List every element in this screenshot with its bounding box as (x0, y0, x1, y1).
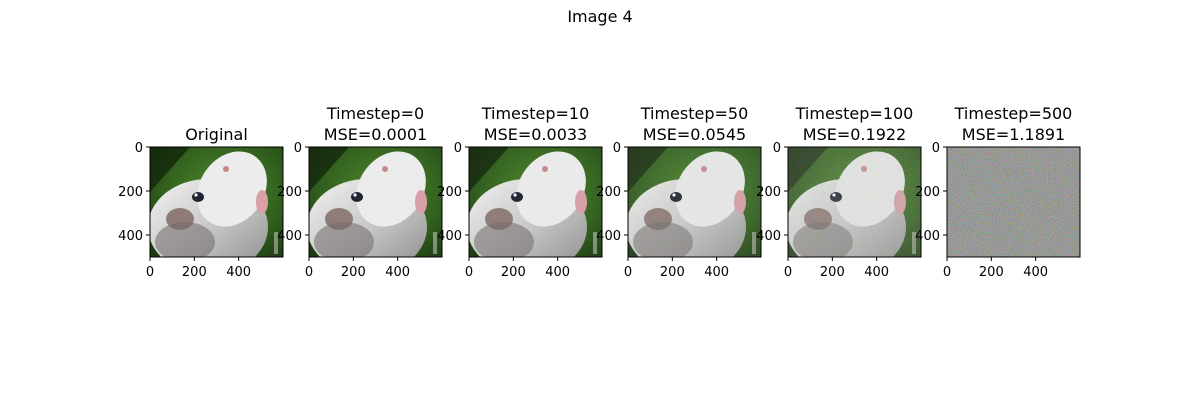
panel-frame (946, 146, 1081, 258)
animal-mouth (256, 190, 268, 214)
panel-4: Timestep=100 MSE=0.1922 0 200 400 0 200 400 (756, 104, 922, 280)
y-tick-label: 400 (437, 229, 462, 244)
panels: Original 0 200 400 0 200 400 Timestep=0 MSE=0.00… (118, 104, 1081, 280)
y-tick-label: 200 (277, 185, 302, 200)
x-tick-label: 0 (784, 265, 792, 280)
noise-overlay (469, 147, 602, 257)
panel-2: Timestep=10 MSE=0.0033 0 200 400 0 200 400 (437, 104, 603, 280)
panel-title-line: Timestep=10 (481, 104, 590, 123)
panel-frame (787, 146, 922, 258)
panel-image (788, 147, 921, 257)
y-tick-label: 0 (135, 141, 143, 156)
y-tick-label: 400 (277, 229, 302, 244)
x-tick-label: 400 (385, 265, 410, 280)
panel-frame (627, 146, 762, 258)
x-tick-label: 0 (146, 265, 154, 280)
panel-3: Timestep=50 MSE=0.0545 0 200 400 0 200 400 (596, 104, 762, 280)
x-tick-label: 400 (226, 265, 251, 280)
x-tick-label: 200 (979, 265, 1004, 280)
watermark-strip (274, 232, 278, 254)
figure-title: Image 4 (567, 7, 632, 26)
watermark-strip (433, 232, 437, 254)
y-tick-label: 400 (756, 229, 781, 244)
x-tick-label: 400 (704, 265, 729, 280)
y-tick-label: 0 (613, 141, 621, 156)
y-tick-label: 0 (932, 141, 940, 156)
y-tick-label: 0 (454, 141, 462, 156)
x-tick-label: 400 (1023, 265, 1048, 280)
fur-patch (314, 222, 374, 257)
eye-highlight (194, 193, 198, 197)
fur-patch (155, 222, 215, 257)
y-tick-label: 200 (915, 185, 940, 200)
panel-5: Timestep=500 MSE=1.1891 0 200 400 0 200 400 (915, 104, 1081, 280)
x-tick-label: 400 (545, 265, 570, 280)
panel-title-line: MSE=0.0001 (324, 125, 427, 144)
noise-overlay (788, 147, 921, 257)
panel-0: Original 0 200 400 0 200 400 (118, 125, 284, 280)
panel-image (628, 147, 761, 257)
eye-highlight (353, 193, 357, 197)
x-tick-label: 200 (820, 265, 845, 280)
animal-head (356, 151, 426, 227)
y-tick-label: 400 (118, 229, 143, 244)
shadow (150, 147, 190, 192)
y-tick-label: 0 (773, 141, 781, 156)
y-tick-label: 400 (596, 229, 621, 244)
x-tick-label: 0 (943, 265, 951, 280)
y-tick-label: 200 (118, 185, 143, 200)
panel-title-line: Original (185, 125, 248, 144)
noise-overlay (628, 147, 761, 257)
panel-title-line: MSE=0.0033 (484, 125, 587, 144)
panel-title-line: MSE=0.0545 (643, 125, 746, 144)
panel-title-line: Timestep=100 (795, 104, 914, 123)
animal-eye (192, 192, 204, 202)
panel-1: Timestep=0 MSE=0.0001 0 200 400 0 200 400 (277, 104, 443, 280)
noise-overlay (947, 147, 1080, 257)
shadow (309, 147, 349, 192)
panel-frame (308, 146, 443, 258)
panel-title-line: MSE=0.1922 (803, 125, 906, 144)
panel-frame (149, 146, 284, 258)
animal-head (197, 151, 267, 227)
y-tick-label: 200 (756, 185, 781, 200)
noise-overlay (309, 147, 442, 257)
panel-image (309, 147, 442, 257)
x-tick-label: 200 (182, 265, 207, 280)
panel-title-line: Timestep=500 (954, 104, 1073, 123)
panel-image (150, 147, 283, 257)
x-tick-label: 200 (501, 265, 526, 280)
panel-frame (468, 146, 603, 258)
panel-title-line: MSE=1.1891 (962, 125, 1065, 144)
animal-nose (223, 166, 229, 172)
y-tick-label: 0 (294, 141, 302, 156)
x-tick-label: 0 (305, 265, 313, 280)
x-tick-label: 0 (624, 265, 632, 280)
animal-mouth (415, 190, 427, 214)
y-tick-label: 200 (596, 185, 621, 200)
y-tick-label: 200 (437, 185, 462, 200)
x-tick-label: 0 (465, 265, 473, 280)
panel-image (947, 147, 1080, 257)
animal-nose (382, 166, 388, 172)
panel-title-line: Timestep=50 (640, 104, 749, 123)
panel-title-line: Timestep=0 (326, 104, 424, 123)
x-tick-label: 200 (341, 265, 366, 280)
x-tick-label: 400 (864, 265, 889, 280)
panel-image (469, 147, 602, 257)
x-tick-label: 200 (660, 265, 685, 280)
y-tick-label: 400 (915, 229, 940, 244)
